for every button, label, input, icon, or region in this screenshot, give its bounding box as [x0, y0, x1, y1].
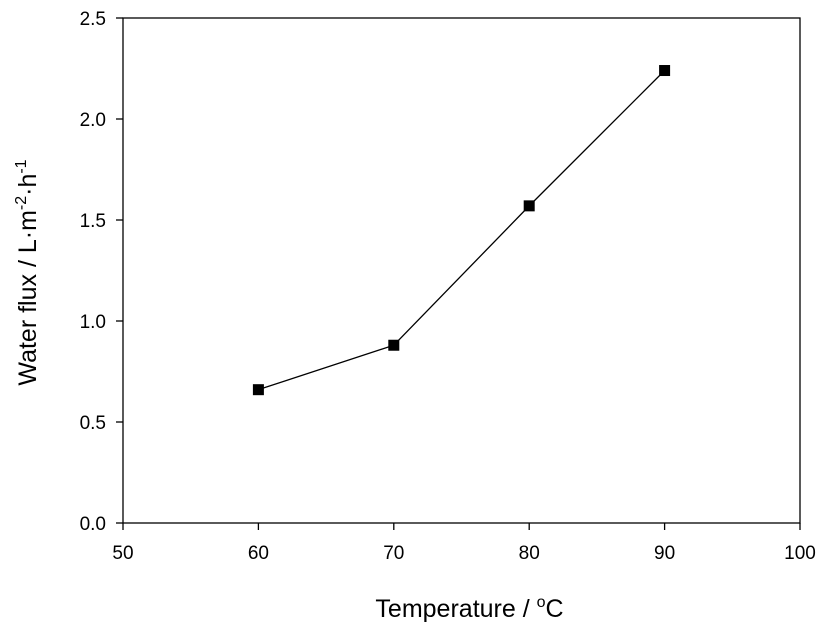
x-axis-label: Temperature / oC: [375, 594, 563, 623]
y-axis-label-text: ·h: [14, 174, 42, 196]
x-tick-label: 70: [383, 543, 404, 564]
y-axis-label-superscript: -2: [13, 196, 30, 210]
data-point-marker: [523, 200, 535, 212]
x-tick-label: 50: [112, 543, 133, 564]
y-tick-label: 2.0: [80, 110, 106, 131]
y-axis-label-text: Water flux / L·m: [14, 210, 42, 386]
data-point-marker: [252, 384, 264, 396]
y-tick-label: 1.5: [80, 211, 106, 232]
x-axis-label-degree: o: [537, 594, 546, 611]
plot-frame: [122, 17, 801, 524]
y-tick-label: 2.5: [80, 9, 106, 30]
x-tick-label: 90: [654, 543, 675, 564]
y-tick-label: 0.0: [80, 514, 106, 535]
y-tick-label: 1.0: [80, 312, 106, 333]
x-tick-label: 100: [784, 543, 816, 564]
y-axis-label-superscript: -1: [13, 159, 30, 173]
data-series: [252, 65, 671, 396]
series-line: [258, 70, 666, 391]
y-axis-label: Water flux / L·m-2·h-1: [13, 159, 42, 385]
plot-border: [122, 17, 801, 524]
x-axis-label-unit: C: [546, 595, 564, 623]
x-tick-label: 60: [248, 543, 269, 564]
x-tick-label: 80: [519, 543, 540, 564]
data-point-marker: [659, 65, 671, 77]
y-axis-ticks: 0.0 0.5 1.0 1.5 2.0 2.5: [80, 9, 123, 535]
x-axis-label-text: Temperature /: [375, 595, 536, 623]
x-axis-ticks: 50 60 70 80 90 100: [112, 523, 816, 564]
y-tick-label: 0.5: [80, 413, 106, 434]
data-point-marker: [388, 339, 400, 351]
